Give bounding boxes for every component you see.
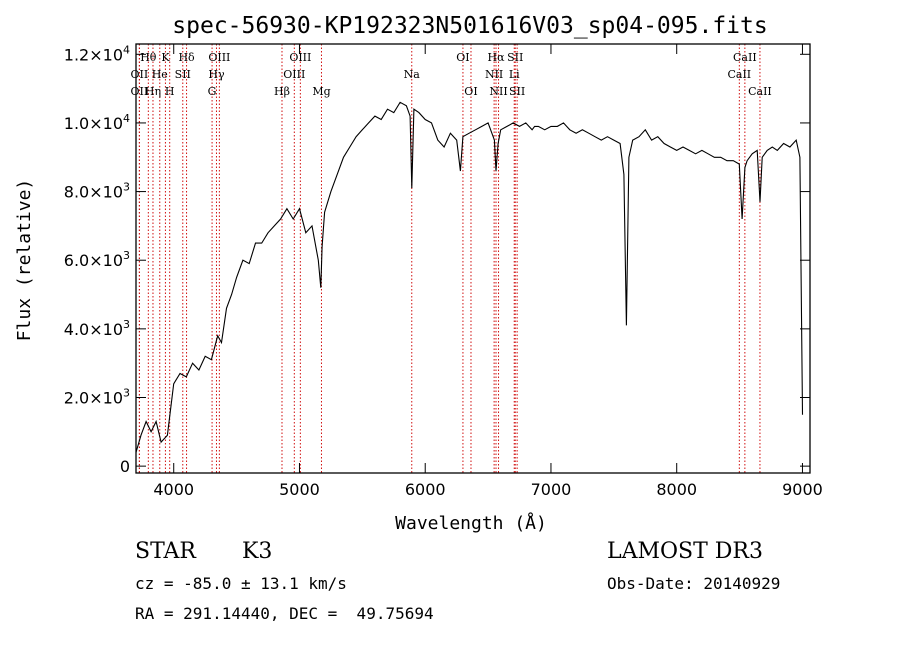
- line-label-11: G: [208, 85, 217, 98]
- line-label-12: Hβ: [274, 85, 290, 98]
- line-label-26: CaII: [733, 51, 757, 64]
- line-label-9: OIII: [208, 51, 230, 64]
- line-label-5: K: [161, 51, 170, 64]
- x-tick-label-2: 6000: [405, 480, 446, 499]
- line-label-4: Hη: [145, 85, 161, 98]
- line-label-7: SII: [175, 68, 191, 81]
- line-label-14: OIII: [289, 51, 311, 64]
- coordinates: RA = 291.14440, DEC = 49.75694: [135, 604, 434, 623]
- x-axis-ticks: 4000 5000 6000 7000 8000 9000: [153, 44, 823, 499]
- line-label-16: Na: [404, 68, 421, 81]
- line-label-23: Li: [509, 68, 520, 81]
- line-label-2: OII: [131, 85, 149, 98]
- spectral-line-markers: [138, 44, 761, 473]
- y-tick-label-0: 0: [120, 457, 130, 476]
- chart-title: spec-56930-KP192323N501616V03_sp04-095.f…: [172, 13, 767, 39]
- line-label-27: CaII: [748, 85, 772, 98]
- line-label-6: H: [165, 85, 175, 98]
- line-label-18: OI: [464, 85, 477, 98]
- observation-date: Obs-Date: 20140929: [607, 574, 781, 593]
- y-axis-ticks: 0 2.0×103 4.0×103 6.0×103 8.0×103 1.0×104 1.2×…: [64, 43, 810, 476]
- line-label-10: Hγ: [208, 68, 225, 81]
- y-tick-label-2: 4.0×103: [64, 318, 130, 339]
- line-label-19: NII: [485, 68, 503, 81]
- x-tick-label-0: 4000: [153, 480, 194, 499]
- y-tick-label-5: 1.0×104: [64, 112, 130, 133]
- plot-frame: [135, 43, 811, 474]
- line-label-1: OII: [131, 68, 149, 81]
- line-label-3: He: [152, 68, 168, 81]
- y-axis-label: Flux (relative): [14, 179, 35, 342]
- line-label-17: OI: [456, 51, 469, 64]
- object-type: STAR: [135, 539, 196, 564]
- line-label-22: SII: [507, 51, 523, 64]
- line-label-25: CaII: [727, 68, 751, 81]
- x-axis-label: Wavelength (Å): [395, 512, 547, 534]
- line-label-8: Hδ: [178, 51, 195, 64]
- y-tick-label-1: 2.0×103: [64, 386, 130, 407]
- spectrum-line: [135, 101, 804, 453]
- line-label-20: Hα: [487, 51, 505, 64]
- line-label-21: NII: [489, 85, 507, 98]
- x-tick-label-1: 5000: [279, 480, 320, 499]
- x-tick-label-5: 9000: [782, 480, 823, 499]
- line-label-0: Hθ: [140, 51, 157, 64]
- y-tick-label-6: 1.2×104: [64, 43, 130, 64]
- spectral-subclass: K3: [242, 539, 273, 564]
- line-label-15: Mg: [312, 85, 330, 98]
- survey-name: LAMOST DR3: [607, 539, 763, 564]
- x-tick-label-3: 7000: [531, 480, 572, 499]
- line-label-24: SII: [509, 85, 525, 98]
- line-label-13: OIII: [283, 68, 305, 81]
- redshift-velocity: cz = -85.0 ± 13.1 km/s: [135, 574, 347, 593]
- y-tick-label-3: 6.0×103: [64, 249, 130, 270]
- y-tick-label-4: 8.0×103: [64, 181, 130, 202]
- x-tick-label-4: 8000: [656, 480, 697, 499]
